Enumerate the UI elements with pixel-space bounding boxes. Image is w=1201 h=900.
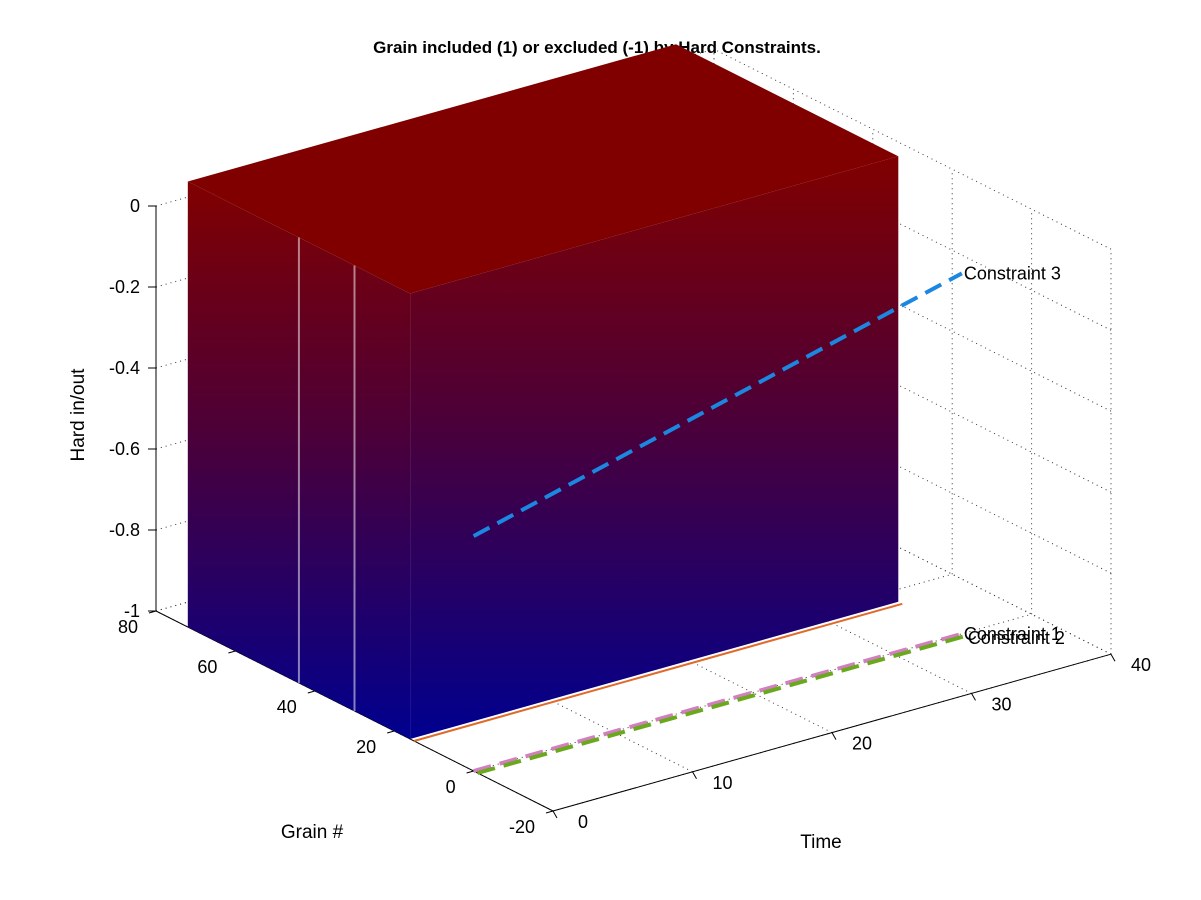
series-label-1: Constraint 1 [964, 624, 1061, 644]
x-tick-mark [971, 693, 976, 701]
x-tick-mark [552, 810, 558, 819]
z-tick-label: -0.4 [109, 358, 140, 378]
series-label-3: Constraint 3 [964, 263, 1061, 283]
z-axis-label: Hard in/out [68, 368, 89, 462]
chart-title: Grain included (1) or excluded (-1) by H… [373, 38, 821, 57]
y-tick-mark [307, 690, 315, 694]
series-line-3 [472, 271, 963, 538]
surface [187, 44, 903, 742]
tick-labels: 0 10 20 30 40 -20 0 20 40 60 80-1 -0.8 -0.6 -0.4 -0.2 0 [109, 196, 1151, 837]
x-tick-label: 0 [578, 812, 588, 832]
series-label-2: Constraint 2 [968, 628, 1065, 648]
series-line-1 [473, 631, 963, 773]
y-tick-mark [387, 730, 395, 734]
x-axis-label: Time [800, 832, 842, 853]
surface-edge-line [413, 602, 903, 742]
x-tick-label: 30 [991, 694, 1011, 714]
z-tick-label: -1 [124, 601, 140, 621]
x-tick-label: 20 [852, 734, 872, 754]
y-axis-label: Grain # [281, 822, 344, 843]
z-tick-label: -0.6 [109, 439, 140, 459]
y-tick-label: 60 [197, 657, 217, 677]
y-tick-mark [545, 810, 554, 814]
z-tick-label: 0 [130, 196, 140, 216]
series-line-2 [477, 633, 967, 775]
y-tick-label: 0 [446, 777, 456, 797]
x-tick-mark [692, 771, 697, 780]
y-tick-label: 20 [356, 737, 376, 757]
grid-line [713, 48, 1112, 250]
x-tick-label: 40 [1131, 655, 1151, 675]
y-tick-mark [466, 770, 474, 774]
x-tick-mark [831, 732, 837, 740]
y-tick-label: 80 [118, 617, 138, 637]
z-tick-label: -0.2 [109, 277, 140, 297]
y-tick-label: -20 [509, 817, 535, 837]
x-tick-label: 10 [712, 773, 732, 793]
z-tick-label: -0.8 [109, 520, 140, 540]
surface-top-face [187, 44, 899, 294]
x-tick-mark [1110, 653, 1116, 662]
y-tick-mark [228, 650, 236, 654]
surface-side-face [410, 156, 899, 740]
y-tick-label: 40 [277, 697, 297, 717]
